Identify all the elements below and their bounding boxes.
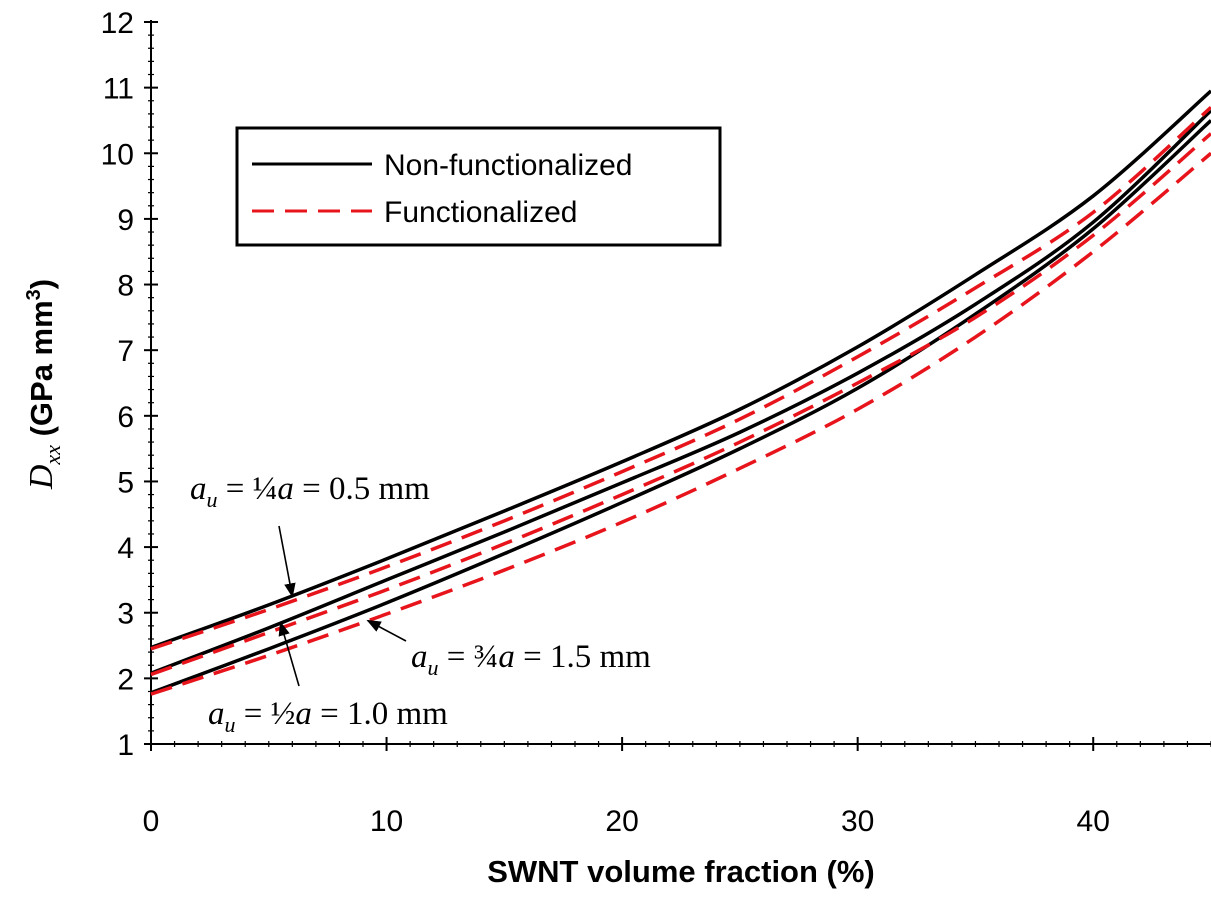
y-tick-label: 6: [117, 401, 134, 434]
legend-label-non-functionalized: Non-functionalized: [384, 149, 632, 182]
x-tick-label: 20: [605, 805, 638, 838]
x-axis-title: SWNT volume fraction (%): [487, 854, 875, 889]
x-tick-label: 0: [143, 805, 160, 838]
y-axis-units: (GPa mm: [24, 300, 59, 445]
y-tick-label: 1: [117, 729, 134, 762]
y-tick-label: 5: [117, 466, 134, 499]
series-lines: [150, 89, 1211, 696]
annotation-arrow-2: [366, 619, 407, 642]
non-functionalized-line-0: [150, 89, 1211, 650]
x-tick-label: 10: [370, 805, 403, 838]
y-tick-label: 9: [117, 204, 134, 237]
y-tick-label: 3: [117, 598, 134, 631]
x-tick-label: 40: [1077, 805, 1110, 838]
annotation-label-1: au = ½a = 1.0 mm: [208, 696, 448, 737]
functionalized-line-4: [150, 132, 1211, 677]
y-tick-label: 10: [101, 138, 134, 171]
y-tick-label: 7: [117, 335, 134, 368]
x-axis-ticks: 0 10 20 30 40: [143, 737, 1211, 838]
annotation-label-2: au = ¾a = 1.5 mm: [411, 639, 651, 680]
annotation-label-0: au = ¼a = 0.5 mm: [190, 471, 430, 512]
y-axis-symbol: D: [23, 464, 60, 490]
annotation-arrow-1: [278, 621, 300, 687]
non-functionalized-line-1: [150, 109, 1211, 675]
functionalized-line-5: [150, 151, 1211, 696]
legend: Non-functionalized Functionalized: [235, 126, 722, 247]
y-tick-label: 2: [117, 663, 134, 696]
y-tick-label: 12: [101, 7, 134, 40]
annotation-arrow-0: [278, 525, 296, 598]
annotations: au = ¼a = 0.5 mm au = ½a = 1.0 mm au = ¾a …: [190, 471, 651, 737]
y-axis-subscript: xx: [40, 445, 65, 466]
functionalized-line-3: [150, 106, 1211, 651]
y-axis-title-text: Dxx (GPa mm3): [23, 279, 65, 490]
y-tick-label: 8: [117, 270, 134, 303]
y-axis-title: Dxx (GPa mm3): [23, 279, 65, 490]
non-functionalized-line-2: [150, 119, 1211, 695]
y-axis-units-sup: 3: [23, 289, 45, 300]
x-tick-label: 30: [841, 805, 874, 838]
y-tick-label: 11: [103, 73, 134, 106]
legend-label-functionalized: Functionalized: [384, 196, 577, 229]
legend-box: [235, 126, 722, 247]
y-axis-units-close: ): [24, 279, 59, 289]
y-tick-label: 4: [117, 532, 134, 565]
